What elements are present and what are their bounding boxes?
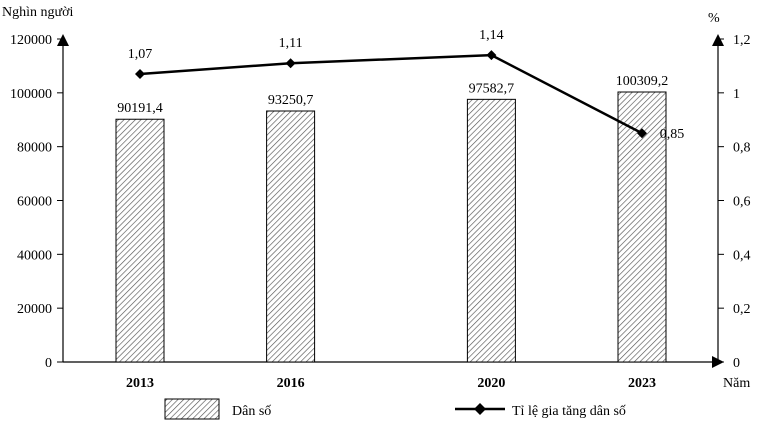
right-axis-ticks: 0 0,2 0,4 0,6 0,8 1 1,2 (718, 33, 751, 371)
bar-2020 (466, 98, 516, 363)
line-marker-2023 (637, 128, 647, 139)
legend-line-marker (474, 403, 486, 415)
legend: Dân số Tỉ lệ gia tăng dân số (164, 398, 626, 420)
left-tick-label: 20000 (17, 302, 52, 317)
left-axis-ticks: 0 20000 40000 60000 80000 100000 120000 (10, 33, 63, 371)
line-marker-2013 (135, 68, 145, 79)
line-path (139, 53, 643, 135)
right-tick-label: 0,6 (733, 195, 751, 210)
bar-value-label: 100309,2 (616, 74, 669, 89)
left-tick-label: 120000 (10, 33, 52, 48)
legend-line-label: Tỉ lệ gia tăng dân số (512, 404, 626, 419)
category-label-2016: 2016 (277, 376, 305, 391)
category-labels: 2013 2016 2020 2023 (126, 376, 656, 391)
category-label-2023: 2023 (628, 376, 656, 391)
right-tick-label: 1 (733, 87, 740, 102)
bar-value-label: 97582,7 (469, 81, 515, 96)
line-value-label: 0,85 (660, 127, 685, 142)
right-tick-label: 0 (733, 356, 740, 371)
left-tick-label: 40000 (17, 248, 52, 263)
x-axis-title: Năm (723, 376, 750, 391)
bar-2013 (115, 118, 165, 363)
right-tick-label: 0,2 (733, 302, 751, 317)
left-tick-label: 0 (45, 356, 52, 371)
bar-series: 90191,4 93250,7 97582,7 100309,2 (115, 74, 669, 363)
left-tick-label: 100000 (10, 87, 52, 102)
right-axis-title: % (708, 11, 720, 26)
line-value-label: 1,07 (128, 47, 153, 62)
bar-2016 (266, 110, 316, 363)
bar-value-label: 90191,4 (117, 101, 163, 116)
legend-bar-label: Dân số (232, 404, 271, 419)
left-axis-arrow (57, 34, 69, 46)
line-series: 1,07 1,11 1,14 0,85 (128, 28, 685, 142)
legend-bar-swatch (164, 398, 220, 420)
category-label-2013: 2013 (126, 376, 154, 391)
right-tick-label: 1,2 (733, 33, 751, 48)
right-tick-label: 0,4 (733, 248, 751, 263)
left-tick-label: 60000 (17, 195, 52, 210)
bar-value-label: 93250,7 (268, 93, 314, 108)
line-marker-2020 (486, 50, 497, 61)
line-marker-2016 (285, 58, 296, 69)
line-value-label: 1,11 (279, 36, 303, 51)
line-value-label: 1,14 (479, 28, 504, 43)
left-axis-title: Nghìn người (2, 5, 73, 20)
left-tick-label: 80000 (17, 141, 52, 156)
category-label-2020: 2020 (477, 376, 505, 391)
right-axis-arrow (712, 34, 724, 46)
right-tick-label: 0,8 (733, 141, 751, 156)
